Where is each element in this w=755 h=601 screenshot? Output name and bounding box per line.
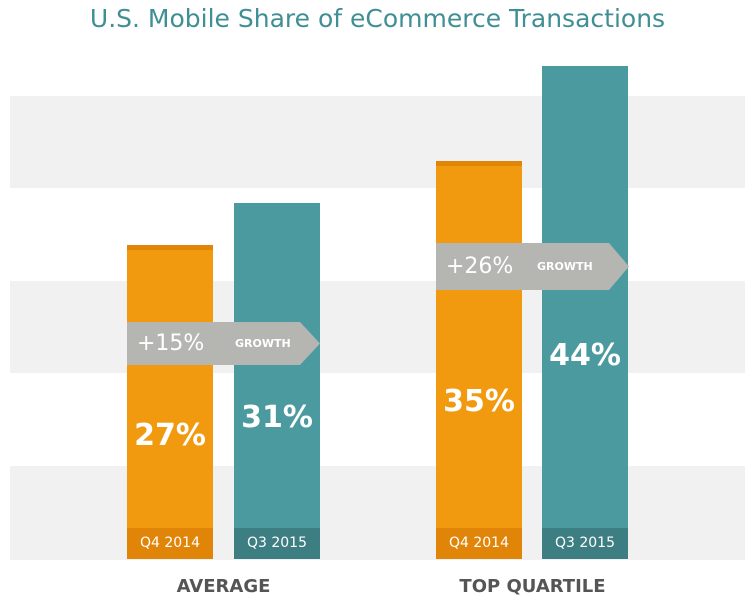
background-band bbox=[10, 466, 745, 560]
value-label-44: 44% bbox=[549, 338, 621, 373]
bar-caption-q4-2014: Q4 2014 bbox=[127, 528, 213, 559]
growth-label: GROWTH bbox=[235, 337, 291, 350]
growth-arrow-average: +15% GROWTH bbox=[127, 322, 320, 365]
value-label-27: 27% bbox=[134, 418, 206, 453]
growth-arrow-top-quartile: +26% GROWTH bbox=[436, 243, 629, 290]
growth-percent: +26% bbox=[446, 254, 514, 279]
background-band bbox=[10, 281, 745, 373]
category-label-top-quartile: TOP QUARTILE bbox=[459, 576, 606, 597]
arrow-shape bbox=[436, 243, 629, 290]
bar-q4-2014-top-quartile bbox=[436, 160, 522, 559]
chart-title: U.S. Mobile Share of eCommerce Transacti… bbox=[89, 4, 666, 33]
background-band bbox=[10, 96, 745, 188]
growth-label: GROWTH bbox=[537, 260, 593, 273]
bar-q3-2015-average bbox=[234, 202, 320, 559]
bar-q4-2014-average bbox=[127, 244, 213, 559]
bar-caption-q3-2015: Q3 2015 bbox=[542, 528, 628, 559]
arrow-shape bbox=[127, 322, 320, 365]
bar-q3-2015-top-quartile bbox=[542, 66, 628, 559]
category-label-average: AVERAGE bbox=[176, 576, 271, 597]
value-label-35: 35% bbox=[443, 384, 515, 419]
value-label-31: 31% bbox=[241, 400, 313, 435]
bar-caption-q3-2015: Q3 2015 bbox=[234, 528, 320, 559]
bar-caption-q4-2014: Q4 2014 bbox=[436, 528, 522, 559]
growth-percent: +15% bbox=[137, 331, 205, 356]
